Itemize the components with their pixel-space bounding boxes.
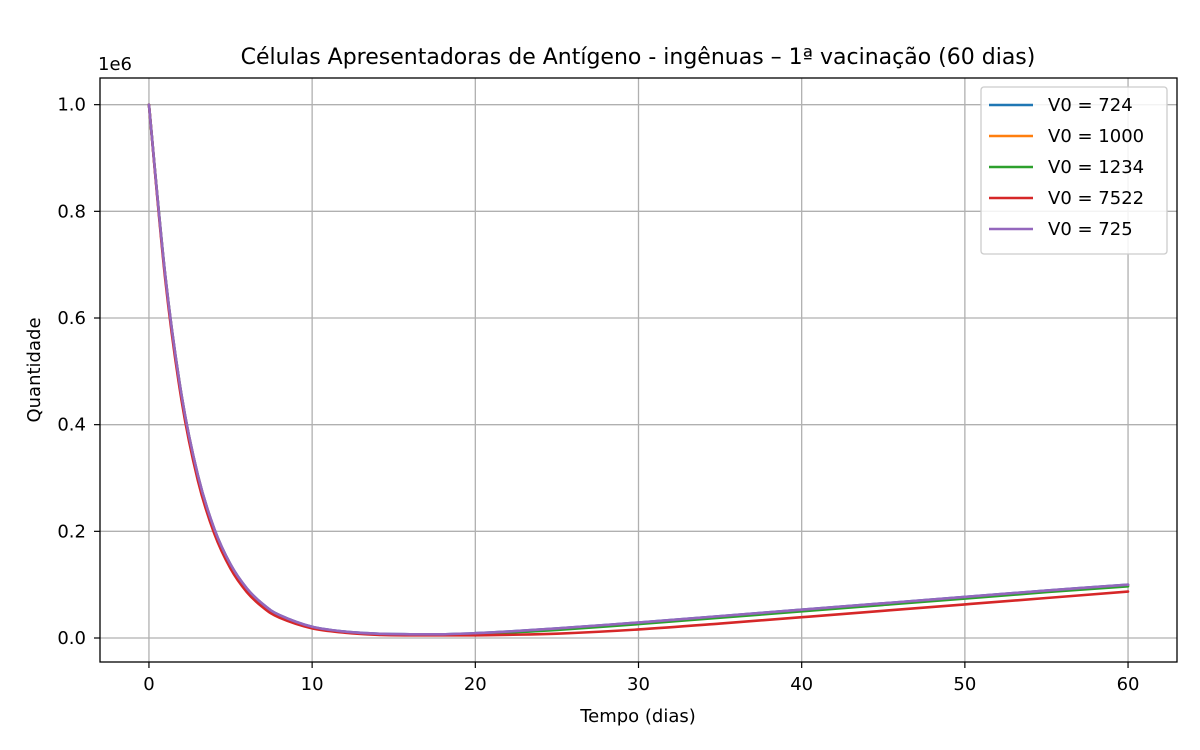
x-tick-label: 30: [627, 674, 650, 695]
y-axis-label: Quantidade: [24, 317, 45, 422]
legend-label-v0-724: V0 = 724: [1048, 95, 1133, 116]
x-tick-label: 10: [301, 674, 324, 695]
legend-label-v0-1234: V0 = 1234: [1048, 157, 1144, 178]
x-tick-label: 50: [953, 674, 976, 695]
y-tick-label: 0.8: [57, 201, 86, 222]
x-tick-label: 0: [143, 674, 154, 695]
chart-title: Células Apresentadoras de Antígeno - ing…: [241, 45, 1036, 70]
y-offset-label: 1e6: [98, 54, 132, 75]
series-lines: [147, 103, 1130, 637]
axis-ticks: 0 10 20 30 40 50 60 0.0 0.2 0.4 0.6 0.8 1.0: [57, 95, 1139, 695]
x-tick-label: 60: [1117, 674, 1140, 695]
legend-label-v0-7522: V0 = 7522: [1048, 188, 1144, 209]
legend-box: [980, 86, 1168, 255]
y-tick-label: 0.6: [57, 308, 86, 329]
x-axis-label: Tempo (dias): [579, 706, 696, 727]
y-tick-label: 0.2: [57, 521, 86, 542]
grid: [100, 78, 1177, 662]
x-tick-label: 40: [790, 674, 813, 695]
x-tick-label: 20: [464, 674, 487, 695]
legend-label-v0-725: V0 = 725: [1048, 219, 1133, 240]
series-line-v0-725: [147, 103, 1130, 636]
legend: V0 = 724 V0 = 1000 V0 = 1234 V0 = 7522 V0 = …: [980, 86, 1168, 255]
y-tick-label: 1.0: [57, 95, 86, 116]
y-tick-label: 0.0: [57, 628, 86, 649]
y-tick-label: 0.4: [57, 415, 86, 436]
legend-label-v0-1000: V0 = 1000: [1048, 126, 1144, 147]
